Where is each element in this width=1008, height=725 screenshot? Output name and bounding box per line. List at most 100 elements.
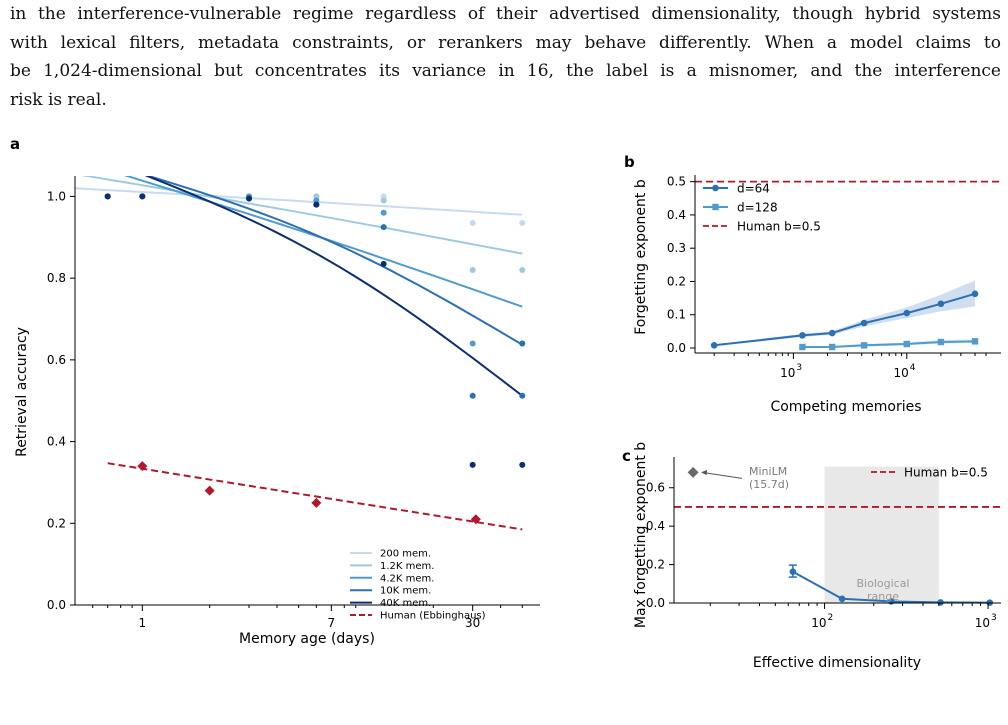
y-tick-label: 1.0	[47, 189, 66, 203]
data-point	[380, 260, 387, 267]
minilm-arrowhead	[701, 469, 708, 476]
panel-a-ylabel: Retrieval accuracy	[14, 327, 30, 457]
x-tick-label: 1	[139, 616, 147, 630]
panel-b-xlabel: Competing memories	[770, 399, 921, 415]
panel-b-ylabel: Forgetting exponent b	[633, 179, 649, 335]
data-point	[789, 568, 797, 575]
data-point	[971, 290, 979, 298]
y-tick-label: 0.6	[47, 353, 66, 367]
legend-label: Human b=0.5	[904, 466, 988, 480]
data-point	[519, 266, 526, 273]
minilm-label: MiniLM	[749, 465, 787, 478]
paragraph-line: with lexical filters, metadata constrain…	[10, 32, 1001, 53]
panel-b: 0.00.10.20.30.40.5 10 3 10 4 Competing memo…	[633, 175, 1001, 415]
paragraph-line: risk is real.	[10, 89, 107, 110]
data-point	[710, 342, 718, 349]
data-point	[519, 340, 526, 347]
y-tick-label: 0.8	[47, 271, 66, 285]
y-tick-label: 0.0	[47, 598, 66, 612]
figure: a b c 0.00.20.40.60.81.0 1 7 30 Memory age…	[10, 135, 1001, 671]
data-point	[380, 197, 387, 204]
series-line	[802, 340, 976, 348]
y-tick-label: 0.5	[667, 175, 686, 189]
y-tick-label: 0.0	[646, 596, 665, 610]
y-tick-label: 0.2	[667, 274, 686, 288]
data-point	[829, 343, 836, 351]
x-tick-label: 10	[780, 366, 795, 380]
paragraph-line: in the interference-vulnerable regime re…	[10, 4, 1001, 24]
x-tick-label: 10	[893, 366, 908, 380]
panel-a-legend: 200 mem.1.2K mem.4.2K mem. 10K mem.40K me…	[350, 549, 486, 622]
paragraph-line: be 1,024-dimensional but concentrates it…	[10, 61, 1001, 82]
legend-label: Human b=0.5	[737, 220, 821, 234]
data-point	[828, 329, 836, 337]
panel-c-ylabel: Max forgetting exponent b	[633, 442, 649, 628]
fit-line	[144, 176, 523, 397]
legend-label: Human (Ebbinghaus)	[380, 611, 486, 622]
data-point	[313, 201, 320, 208]
panel-a-xlabel: Memory age (days)	[239, 631, 375, 647]
data-point	[380, 209, 387, 216]
x-tick-exponent: 3	[796, 363, 802, 373]
data-point	[971, 338, 979, 345]
panel-b-legend: d=64 d=128 Human b=0.5	[703, 182, 821, 234]
body-paragraph: in the interference-vulnerable regime re…	[10, 0, 1001, 114]
legend-label: 4.2K mem.	[380, 573, 434, 584]
data-point	[903, 309, 911, 317]
data-point	[380, 224, 387, 231]
x-tick-label: 7	[328, 616, 336, 630]
minilm-marker	[687, 466, 699, 478]
y-tick-label: 0.4	[646, 519, 665, 533]
data-point	[519, 219, 526, 226]
data-point	[860, 342, 868, 349]
x-tick-label: 10	[811, 616, 826, 630]
data-point	[799, 332, 806, 339]
data-point	[469, 219, 476, 226]
biological-range-span	[824, 466, 939, 603]
data-point	[469, 266, 476, 273]
panel-b-marks	[695, 180, 1001, 351]
data-point	[204, 485, 215, 496]
data-point	[937, 599, 944, 606]
fit-line	[107, 462, 523, 531]
legend-label: 200 mem.	[380, 549, 431, 560]
panel-label-a: a	[10, 135, 20, 153]
legend-label: 40K mem.	[380, 598, 431, 609]
data-point	[903, 340, 910, 348]
minilm-dim-label: (15.7d)	[749, 478, 789, 491]
data-point	[937, 338, 945, 346]
data-point	[937, 300, 945, 308]
data-point	[469, 461, 476, 468]
data-point	[470, 514, 481, 525]
legend-label: 1.2K mem.	[380, 561, 434, 572]
y-tick-label: 0.3	[667, 241, 686, 255]
biological-range-label: Biological	[856, 577, 909, 590]
legend-label: d=64	[737, 182, 770, 196]
x-tick-exponent: 4	[910, 363, 916, 373]
minilm-arrow	[702, 471, 743, 479]
data-point	[469, 392, 476, 399]
y-tick-label: 0.0	[667, 341, 686, 355]
data-point	[838, 595, 846, 603]
data-point	[311, 497, 322, 508]
panel-b-y-ticks: 0.0 0.1 0.2 0.3 0.4 0.5	[667, 175, 695, 355]
panel-b-x-ticks: 10 3 10 4	[713, 353, 987, 380]
panel-label-b: b	[624, 153, 635, 171]
y-tick-label: 0.4	[667, 208, 686, 222]
panel-c-legend: Human b=0.5	[871, 466, 988, 480]
panel-c-marks	[674, 466, 1001, 606]
legend-label: 10K mem.	[380, 586, 431, 597]
data-point	[469, 340, 476, 347]
y-tick-label: 0.1	[667, 308, 686, 322]
panel-c-xlabel: Effective dimensionality	[753, 655, 921, 671]
y-tick-label: 0.2	[646, 558, 665, 572]
y-tick-label: 0.6	[646, 481, 665, 495]
panel-a: 0.00.20.40.60.81.0 1 7 30 Memory age (days…	[14, 176, 540, 647]
data-point	[519, 392, 526, 399]
data-point	[139, 193, 146, 200]
y-tick-label: 0.4	[47, 435, 66, 449]
data-point	[799, 343, 806, 351]
legend-label: d=128	[737, 201, 778, 215]
data-point	[860, 319, 868, 327]
y-tick-label: 0.2	[47, 516, 66, 530]
